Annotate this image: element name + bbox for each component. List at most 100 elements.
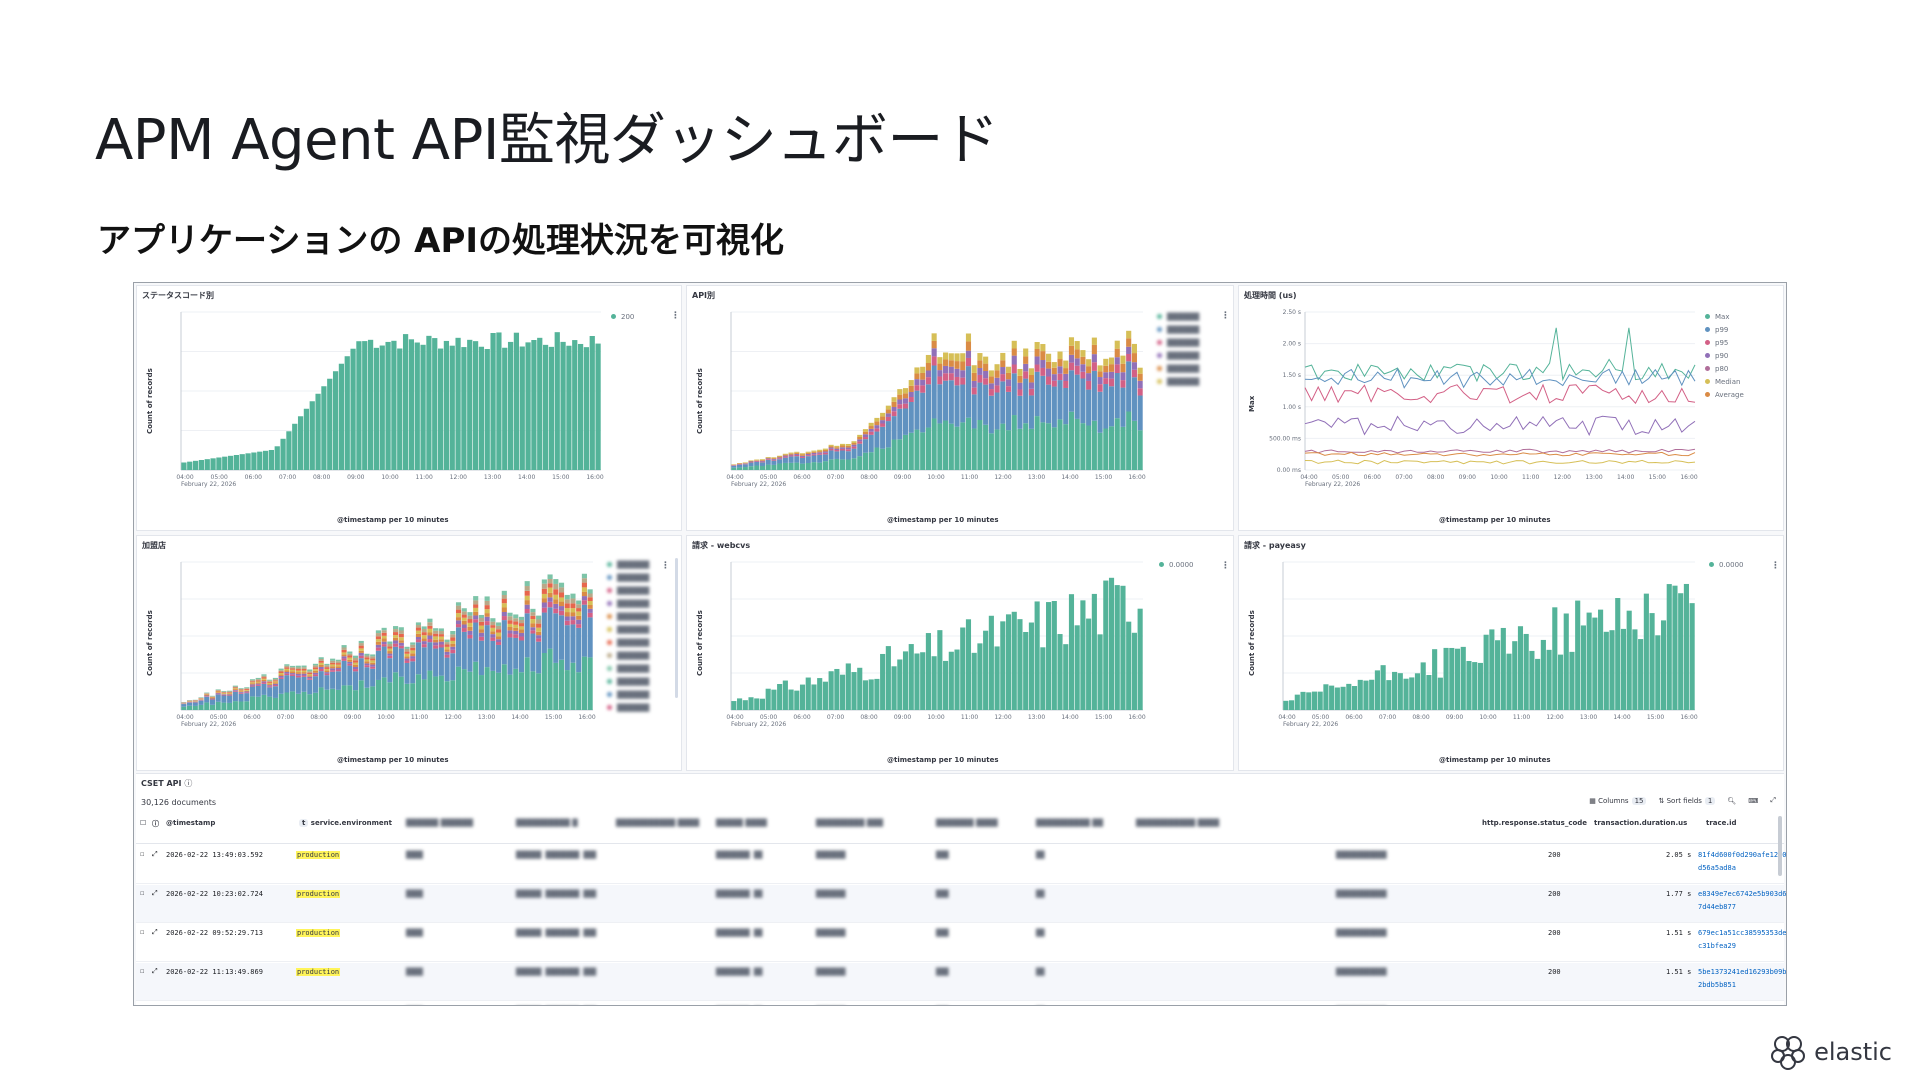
bar-segment[interactable] bbox=[496, 672, 502, 710]
bar-segment[interactable] bbox=[954, 368, 960, 377]
bar[interactable] bbox=[1369, 679, 1375, 710]
bar-segment[interactable] bbox=[341, 649, 347, 653]
bar-segment[interactable] bbox=[501, 595, 507, 599]
bar-segment[interactable] bbox=[931, 418, 937, 470]
bar-segment[interactable] bbox=[335, 671, 341, 690]
bar-segment[interactable] bbox=[238, 689, 244, 691]
bar-segment[interactable] bbox=[461, 624, 467, 629]
bar-segment[interactable] bbox=[507, 637, 513, 675]
bar-segment[interactable] bbox=[811, 451, 817, 453]
bar-segment[interactable] bbox=[295, 693, 301, 710]
bar-segment[interactable] bbox=[307, 676, 313, 679]
bar-segment[interactable] bbox=[914, 379, 920, 386]
bar-segment[interactable] bbox=[862, 434, 869, 438]
bar[interactable] bbox=[1397, 673, 1403, 710]
bar-segment[interactable] bbox=[427, 625, 433, 629]
bar[interactable] bbox=[1351, 686, 1358, 710]
bar-segment[interactable] bbox=[370, 666, 376, 669]
bar-segment[interactable] bbox=[249, 685, 256, 687]
bar-segment[interactable] bbox=[937, 363, 943, 371]
bar-segment[interactable] bbox=[1131, 369, 1137, 378]
bar-segment[interactable] bbox=[541, 583, 547, 589]
bar-segment[interactable] bbox=[759, 459, 766, 461]
bar-segment[interactable] bbox=[215, 691, 221, 693]
bar-segment[interactable] bbox=[290, 673, 296, 675]
bar-segment[interactable] bbox=[948, 360, 954, 367]
bar-segment[interactable] bbox=[301, 665, 307, 668]
bar-segment[interactable] bbox=[581, 587, 587, 592]
bar-segment[interactable] bbox=[868, 434, 874, 453]
bar-segment[interactable] bbox=[215, 689, 221, 690]
bar-segment[interactable] bbox=[587, 608, 593, 613]
bar[interactable] bbox=[1575, 600, 1581, 710]
bar-segment[interactable] bbox=[381, 646, 387, 678]
bar-segment[interactable] bbox=[393, 629, 399, 633]
bar-segment[interactable] bbox=[897, 394, 903, 400]
bar[interactable] bbox=[1086, 618, 1092, 710]
bar-segment[interactable] bbox=[232, 691, 238, 702]
bar[interactable] bbox=[583, 347, 590, 470]
bar-segment[interactable] bbox=[547, 574, 553, 579]
bar[interactable] bbox=[1672, 585, 1678, 710]
bar-segment[interactable] bbox=[1040, 351, 1046, 361]
bar-segment[interactable] bbox=[490, 631, 496, 635]
bar-segment[interactable] bbox=[1108, 426, 1115, 470]
bar-segment[interactable] bbox=[524, 657, 530, 710]
bar-segment[interactable] bbox=[782, 457, 788, 463]
bar-segment[interactable] bbox=[1103, 384, 1109, 429]
bar-segment[interactable] bbox=[822, 451, 828, 453]
bar[interactable] bbox=[262, 450, 269, 470]
bar-segment[interactable] bbox=[261, 674, 267, 676]
bar[interactable] bbox=[937, 630, 943, 710]
bar-segment[interactable] bbox=[1086, 389, 1092, 426]
bar-segment[interactable] bbox=[467, 619, 473, 623]
bar-segment[interactable] bbox=[221, 693, 227, 695]
bar-segment[interactable] bbox=[1114, 373, 1120, 419]
bar-segment[interactable] bbox=[290, 675, 296, 692]
bar-segment[interactable] bbox=[473, 600, 479, 605]
bar-segment[interactable] bbox=[805, 463, 811, 470]
bar-segment[interactable] bbox=[937, 423, 943, 470]
bar-segment[interactable] bbox=[1057, 359, 1063, 367]
bar-segment[interactable] bbox=[192, 705, 198, 710]
bar-segment[interactable] bbox=[450, 631, 456, 635]
bar-segment[interactable] bbox=[1005, 430, 1012, 470]
bar-segment[interactable] bbox=[948, 380, 954, 424]
bar-segment[interactable] bbox=[198, 699, 204, 700]
bar-segment[interactable] bbox=[777, 458, 783, 460]
bar-segment[interactable] bbox=[570, 624, 576, 663]
bar-segment[interactable] bbox=[983, 356, 989, 364]
bar-segment[interactable] bbox=[1051, 374, 1057, 381]
bar-segment[interactable] bbox=[490, 627, 496, 632]
bar[interactable] bbox=[1114, 585, 1120, 710]
bar-segment[interactable] bbox=[473, 604, 479, 608]
bar[interactable] bbox=[977, 643, 983, 710]
bar-segment[interactable] bbox=[1011, 355, 1017, 365]
row-checkbox[interactable]: ☐ bbox=[140, 889, 145, 897]
bar-segment[interactable] bbox=[925, 363, 931, 371]
bar[interactable] bbox=[1557, 654, 1564, 710]
bar[interactable] bbox=[181, 462, 187, 470]
bar-segment[interactable] bbox=[335, 664, 341, 667]
bar-segment[interactable] bbox=[553, 583, 559, 590]
bar-segment[interactable] bbox=[415, 637, 422, 640]
bar-segment[interactable] bbox=[473, 622, 479, 662]
bar-segment[interactable] bbox=[312, 692, 319, 710]
bar-segment[interactable] bbox=[330, 660, 336, 663]
bar-segment[interactable] bbox=[547, 583, 553, 588]
bar-segment[interactable] bbox=[524, 609, 530, 614]
bar-segment[interactable] bbox=[393, 626, 399, 630]
bar-segment[interactable] bbox=[341, 660, 347, 686]
bar-segment[interactable] bbox=[455, 609, 462, 614]
bar[interactable] bbox=[1294, 694, 1300, 710]
bar[interactable] bbox=[1580, 625, 1586, 710]
bar[interactable] bbox=[1311, 691, 1318, 710]
bar-segment[interactable] bbox=[811, 455, 817, 463]
bar-segment[interactable] bbox=[570, 598, 576, 604]
bar-segment[interactable] bbox=[478, 632, 484, 637]
bar-segment[interactable] bbox=[971, 387, 977, 395]
bar-segment[interactable] bbox=[524, 590, 530, 596]
bar-segment[interactable] bbox=[341, 656, 347, 659]
bar-segment[interactable] bbox=[221, 695, 227, 703]
bar-segment[interactable] bbox=[902, 388, 909, 394]
